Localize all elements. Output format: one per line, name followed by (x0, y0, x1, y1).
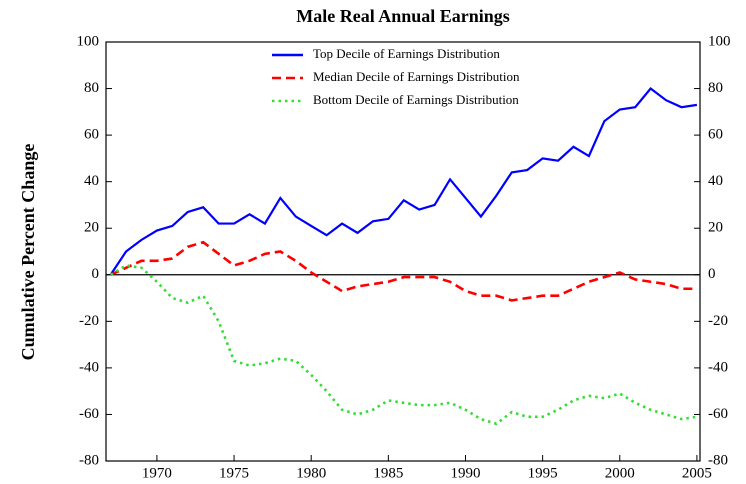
y2-tick-label: 20 (708, 220, 723, 236)
y-tick-label: 100 (77, 33, 100, 49)
y2-tick-label: 80 (708, 80, 723, 96)
x-tick-label: 2000 (605, 465, 635, 481)
x-tick-label: 1990 (450, 465, 480, 481)
x-tick-label: 1970 (142, 465, 172, 481)
x-tick-label: 1995 (528, 465, 558, 481)
y-tick-label: 40 (84, 173, 99, 189)
x-tick-label: 2005 (682, 465, 712, 481)
y2-tick-label: 100 (708, 33, 731, 49)
y-tick-label: 80 (84, 80, 99, 96)
y-tick-label: -20 (79, 313, 99, 329)
x-tick-label: 1975 (219, 465, 249, 481)
y2-tick-label: -60 (708, 406, 728, 422)
chart-title: Male Real Annual Earnings (296, 6, 510, 26)
legend-label: Bottom Decile of Earnings Distribution (313, 92, 519, 107)
y-tick-label: -40 (79, 359, 99, 375)
y2-tick-label: -40 (708, 359, 728, 375)
legend-label: Median Decile of Earnings Distribution (313, 69, 520, 84)
y2-tick-label: 0 (708, 266, 716, 282)
y-tick-label: 20 (84, 220, 99, 236)
y-axis-label: Cumulative Percent Change (18, 144, 38, 361)
y-tick-label: -80 (79, 452, 99, 468)
y2-tick-label: -20 (708, 313, 728, 329)
y-tick-label: 0 (92, 266, 100, 282)
x-tick-label: 1985 (373, 465, 403, 481)
y2-tick-label: 60 (708, 127, 723, 143)
x-tick-label: 1980 (296, 465, 326, 481)
series-line (110, 240, 697, 302)
y2-tick-label: -80 (708, 452, 728, 468)
legend-label: Top Decile of Earnings Distribution (313, 46, 500, 61)
y-tick-label: -60 (79, 406, 99, 422)
y2-tick-label: 40 (708, 173, 723, 189)
y-tick-label: 60 (84, 127, 99, 143)
plot-frame (105, 41, 701, 462)
series-line (109, 87, 698, 276)
series-line (109, 264, 698, 426)
